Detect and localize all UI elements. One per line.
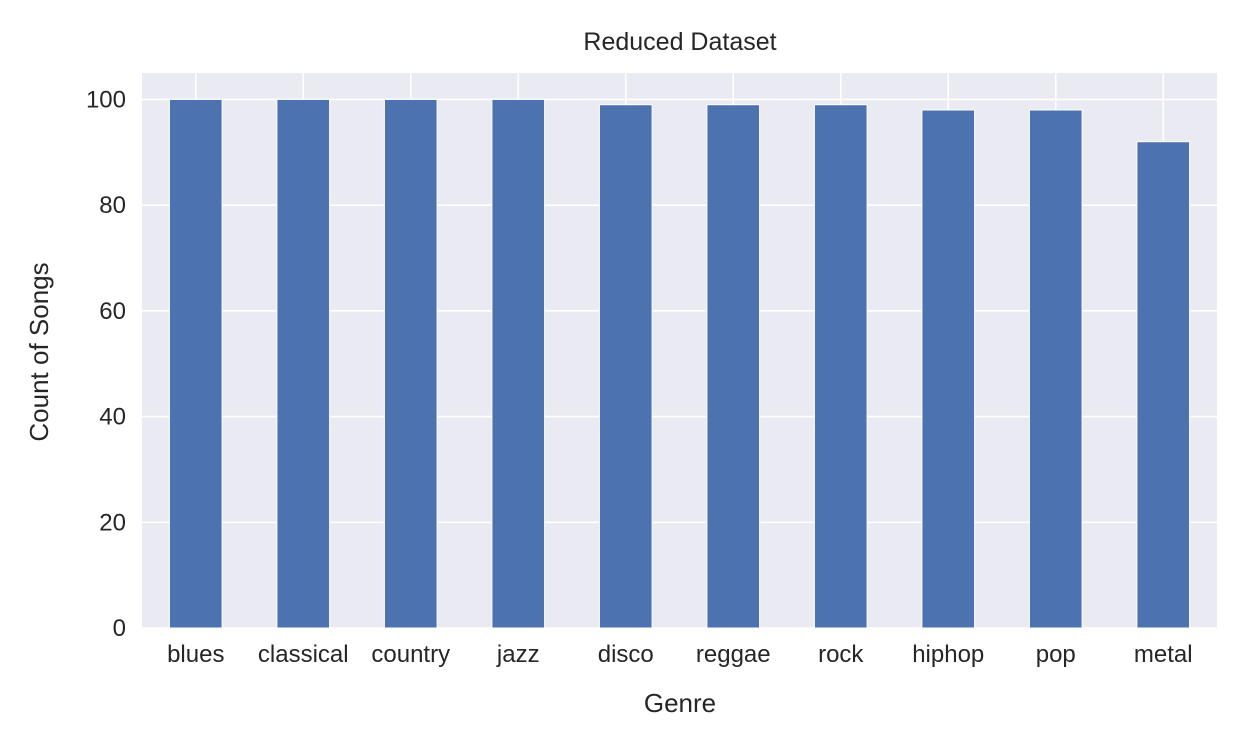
bar-rock <box>813 104 868 629</box>
y-tick-label: 40 <box>99 404 126 431</box>
x-axis-ticks: blues classical country jazz disco reggae rock… <box>167 641 1193 668</box>
x-tick-label: classical <box>258 641 349 668</box>
y-tick-label: 100 <box>86 86 126 113</box>
y-tick-label: 0 <box>113 615 126 642</box>
x-tick-label: country <box>371 641 450 668</box>
y-tick-label: 20 <box>99 509 126 536</box>
x-tick-label: jazz <box>496 641 540 668</box>
bar-metal <box>1136 141 1191 629</box>
x-tick-label: disco <box>598 641 654 668</box>
x-tick-label: blues <box>167 641 224 668</box>
bar-reggae <box>706 104 761 629</box>
x-tick-label: reggae <box>696 641 771 668</box>
bar-classical <box>276 98 331 629</box>
bar-country <box>383 98 438 629</box>
x-tick-label: rock <box>818 641 864 668</box>
x-tick-label: hiphop <box>912 641 984 668</box>
y-axis-label: Count of Songs <box>24 262 54 441</box>
bar-hiphop <box>921 109 976 629</box>
x-tick-label: metal <box>1134 641 1193 668</box>
y-tick-label: 60 <box>99 298 126 325</box>
bar-jazz <box>491 98 546 629</box>
chart-title: Reduced Dataset <box>583 28 776 56</box>
bars <box>168 98 1191 629</box>
x-tick-label: pop <box>1036 641 1076 668</box>
bar-disco <box>598 104 653 629</box>
y-tick-label: 80 <box>99 192 126 219</box>
bar-blues <box>168 98 223 629</box>
x-axis-label: Genre <box>644 688 716 718</box>
bar-pop <box>1028 109 1083 629</box>
y-axis-ticks: 0 20 40 60 80 100 <box>86 86 126 642</box>
